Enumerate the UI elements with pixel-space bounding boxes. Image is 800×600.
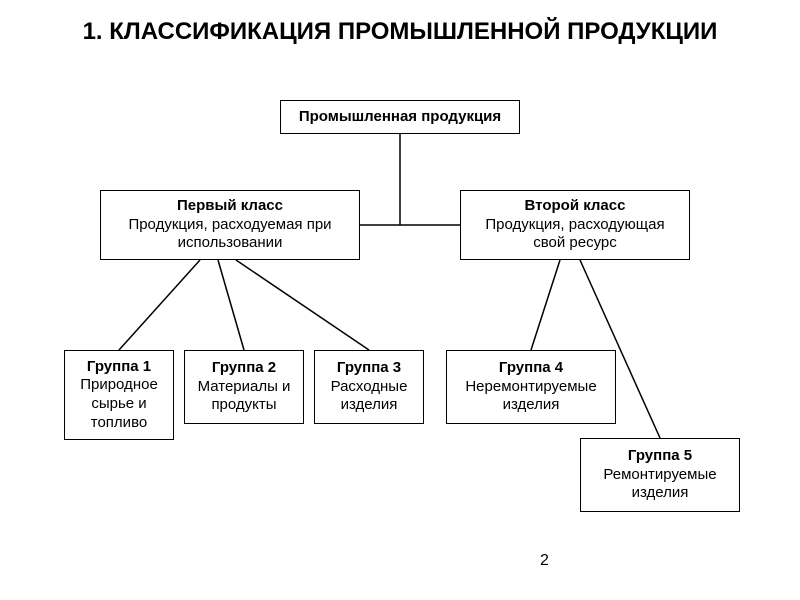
node-line: Расходные — [331, 378, 408, 397]
node-line: изделия — [632, 484, 689, 503]
edge — [236, 260, 369, 350]
node-line: изделия — [503, 396, 560, 415]
node-line: свой ресурс — [533, 234, 617, 253]
node-group4: Группа 4Неремонтируемыеизделия — [446, 350, 616, 424]
node-line: продукты — [211, 396, 276, 415]
node-group5: Группа 5Ремонтируемыеизделия — [580, 438, 740, 512]
node-group1: Группа 1Природноесырье итопливо — [64, 350, 174, 440]
node-heading: Группа 1 — [87, 358, 151, 377]
node-group2: Группа 2Материалы ипродукты — [184, 350, 304, 424]
node-line: Неремонтируемые — [465, 378, 596, 397]
diagram-title: 1. КЛАССИФИКАЦИЯ ПРОМЫШЛЕННОЙ ПРОДУКЦИИ — [0, 18, 800, 46]
node-class1: Первый классПродукция, расходуемая приис… — [100, 190, 360, 260]
node-heading: Группа 3 — [337, 359, 401, 378]
edge — [531, 260, 560, 350]
edge — [119, 260, 200, 350]
node-root: Промышленная продукция — [280, 100, 520, 134]
node-line: использовании — [178, 234, 283, 253]
node-line: Ремонтируемые — [603, 466, 716, 485]
node-heading: Группа 2 — [212, 359, 276, 378]
node-line: сырье и — [91, 395, 146, 414]
node-heading: Первый класс — [177, 197, 283, 216]
edge — [218, 260, 244, 350]
node-heading: Промышленная продукция — [299, 108, 501, 127]
node-line: изделия — [341, 396, 398, 415]
node-line: топливо — [91, 414, 147, 433]
node-line: Продукция, расходуемая при — [128, 216, 331, 235]
page-number: 2 — [540, 552, 549, 570]
node-class2: Второй классПродукция, расходующаясвой р… — [460, 190, 690, 260]
node-line: Природное — [80, 376, 158, 395]
node-heading: Группа 4 — [499, 359, 563, 378]
node-group3: Группа 3Расходныеизделия — [314, 350, 424, 424]
node-line: Продукция, расходующая — [485, 216, 664, 235]
node-heading: Второй класс — [525, 197, 626, 216]
node-heading: Группа 5 — [628, 447, 692, 466]
node-line: Материалы и — [198, 378, 291, 397]
